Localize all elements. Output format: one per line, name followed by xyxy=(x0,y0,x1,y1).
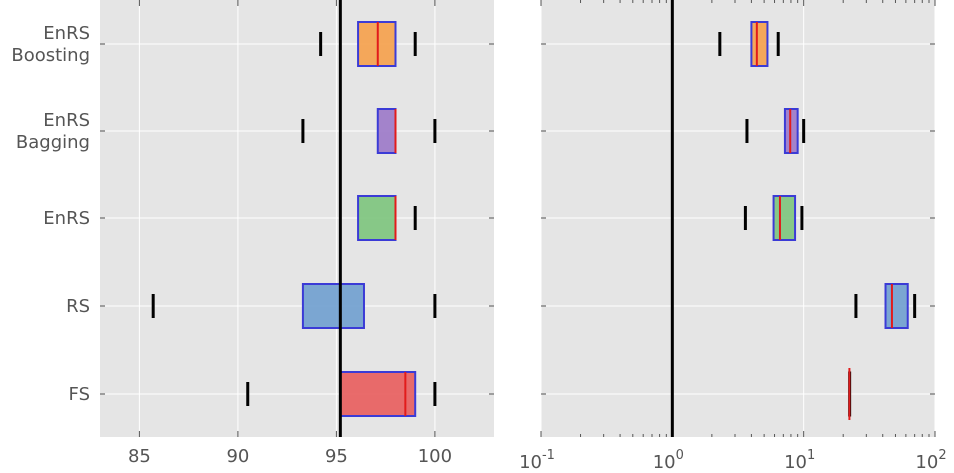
x-tick-label: 85 xyxy=(128,446,151,467)
box xyxy=(339,371,417,417)
box xyxy=(884,283,909,329)
box xyxy=(357,195,397,241)
y-category-label: EnRS xyxy=(43,23,90,44)
y-category-label: Bagging xyxy=(16,132,90,153)
x-tick-label: 100 xyxy=(653,448,684,473)
x-tick-label: 90 xyxy=(226,446,249,467)
box xyxy=(376,108,397,154)
box-group xyxy=(246,371,437,417)
box xyxy=(772,195,797,241)
y-category-label: EnRS xyxy=(43,110,90,131)
x-tick-label-base: 10 xyxy=(519,452,542,473)
x-tick-label-base: 10 xyxy=(784,452,807,473)
x-tick-label-exponent: -1 xyxy=(542,448,555,463)
x-tick-label-base: 10 xyxy=(653,452,676,473)
box-group xyxy=(718,21,780,67)
box-group xyxy=(357,195,417,241)
box xyxy=(301,283,365,329)
x-tick-label: 95 xyxy=(325,446,348,467)
box-group xyxy=(854,283,917,329)
y-category-label: Boosting xyxy=(11,45,90,66)
y-category-label: RS xyxy=(66,296,90,317)
x-tick-label-base: 10 xyxy=(915,452,938,473)
x-tick-label-exponent: 1 xyxy=(807,448,815,463)
box-group xyxy=(745,108,806,154)
x-tick-label-exponent: 2 xyxy=(938,448,946,463)
x-tick-label-exponent: 0 xyxy=(676,448,684,463)
x-tick-label: 10-1 xyxy=(519,448,555,473)
box-group xyxy=(848,368,852,420)
box xyxy=(750,21,769,67)
x-tick-label: 100 xyxy=(418,446,452,467)
y-category-label: FS xyxy=(69,384,90,405)
box-group xyxy=(301,108,437,154)
y-category-label: EnRS xyxy=(43,208,90,229)
box-group xyxy=(743,195,804,241)
x-tick-label: 101 xyxy=(784,448,815,473)
box-group xyxy=(319,21,417,67)
x-tick-label: 102 xyxy=(915,448,946,473)
log-scale-boxplot-panel: 10-1 100 101 102 xyxy=(519,0,947,473)
box xyxy=(783,108,799,154)
